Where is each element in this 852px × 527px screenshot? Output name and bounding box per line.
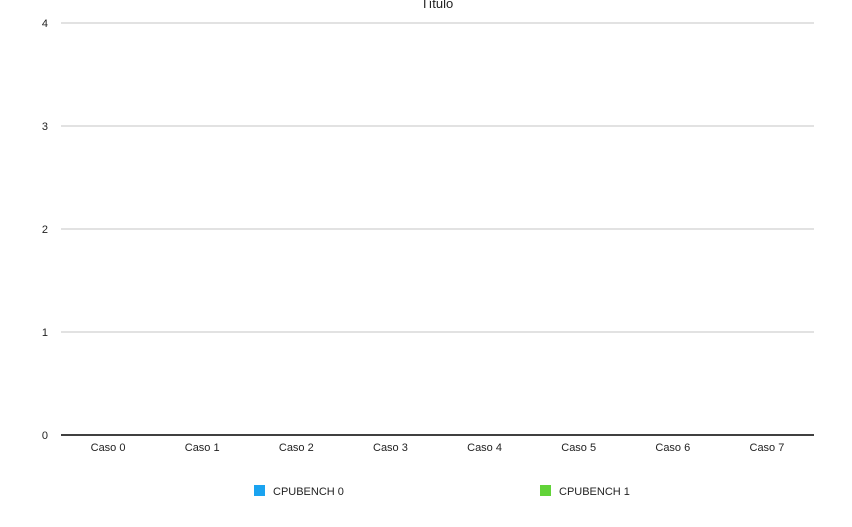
x-tick-label: Caso 4 xyxy=(467,442,502,454)
y-tick-label: 0 xyxy=(42,430,48,442)
y-axis-ticks: 0 1 2 3 4 xyxy=(42,18,48,442)
y-tick-label: 2 xyxy=(42,224,48,236)
x-tick-label: Caso 0 xyxy=(91,442,126,454)
legend-swatch xyxy=(540,485,551,496)
legend-swatch xyxy=(254,485,265,496)
x-tick-label: Caso 5 xyxy=(561,442,596,454)
x-tick-label: Caso 7 xyxy=(750,442,785,454)
chart-title: Título xyxy=(421,0,454,11)
legend-label: CPUBENCH 1 xyxy=(559,486,630,498)
gridlines xyxy=(61,22,814,333)
legend-label: CPUBENCH 0 xyxy=(273,486,344,498)
y-tick-label: 4 xyxy=(42,18,48,30)
legend: CPUBENCH 0 CPUBENCH 1 xyxy=(254,485,630,498)
y-tick-label: 3 xyxy=(42,121,48,133)
y-tick-label: 1 xyxy=(42,327,48,339)
x-tick-label: Caso 6 xyxy=(655,442,690,454)
x-tick-label: Caso 2 xyxy=(279,442,314,454)
x-tick-label: Caso 1 xyxy=(185,442,220,454)
x-axis-ticks: Caso 0 Caso 1 Caso 2 Caso 3 Caso 4 Caso 5 Caso… xyxy=(91,442,785,454)
x-tick-label: Caso 3 xyxy=(373,442,408,454)
